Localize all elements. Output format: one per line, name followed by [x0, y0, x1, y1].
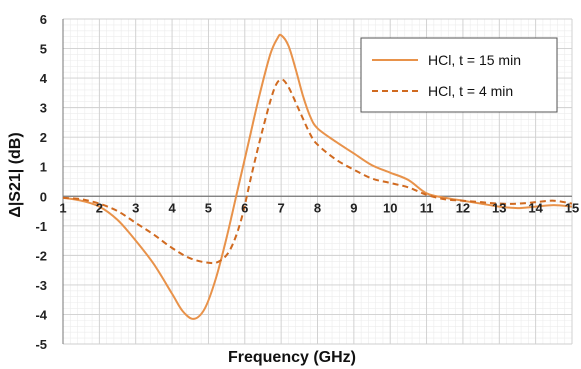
y-tick-label: -2	[35, 248, 47, 263]
x-tick-label: 14	[528, 200, 543, 215]
legend: HCl, t = 15 min HCl, t = 4 min	[360, 37, 558, 113]
x-tick-label: 5	[205, 200, 212, 215]
x-tick-label: 3	[132, 200, 139, 215]
legend-label-4min: HCl, t = 4 min	[428, 83, 513, 99]
y-tick-label: 0	[40, 189, 47, 204]
y-tick-label: 1	[40, 160, 47, 175]
y-tick-label: -5	[35, 337, 47, 352]
x-tick-label: 7	[278, 200, 285, 215]
x-tick-label: 4	[168, 200, 176, 215]
x-tick-label: 6	[241, 200, 248, 215]
x-tick-label: 11	[420, 200, 434, 215]
x-tick-label: 8	[314, 200, 321, 215]
y-tick-label: 3	[40, 101, 47, 116]
y-tick-label: -1	[35, 219, 47, 234]
legend-label-15min: HCl, t = 15 min	[428, 52, 521, 68]
legend-box	[360, 37, 558, 113]
x-tick-label: 9	[350, 200, 357, 215]
y-tick-label: 5	[40, 42, 47, 57]
y-axis-title: Δ|S21| (dB)	[7, 132, 24, 217]
x-tick-label: 2	[96, 200, 103, 215]
y-tick-label: 4	[40, 71, 48, 86]
x-axis-title: Frequency (GHz)	[228, 349, 356, 366]
series-layer	[62, 33, 573, 320]
x-tick-label: 1	[59, 200, 66, 215]
x-tick-label: 15	[565, 200, 579, 215]
y-tick-label: 2	[40, 130, 47, 145]
y-tick-label: -3	[35, 278, 47, 293]
y-tick-label: 6	[40, 12, 47, 27]
x-tick-label: 13	[492, 200, 506, 215]
axes	[62, 19, 572, 344]
series-line-1	[62, 78, 573, 265]
x-tick-label: 12	[456, 200, 470, 215]
x-tick-label: 10	[383, 200, 397, 215]
y-tick-label: -4	[35, 307, 47, 322]
